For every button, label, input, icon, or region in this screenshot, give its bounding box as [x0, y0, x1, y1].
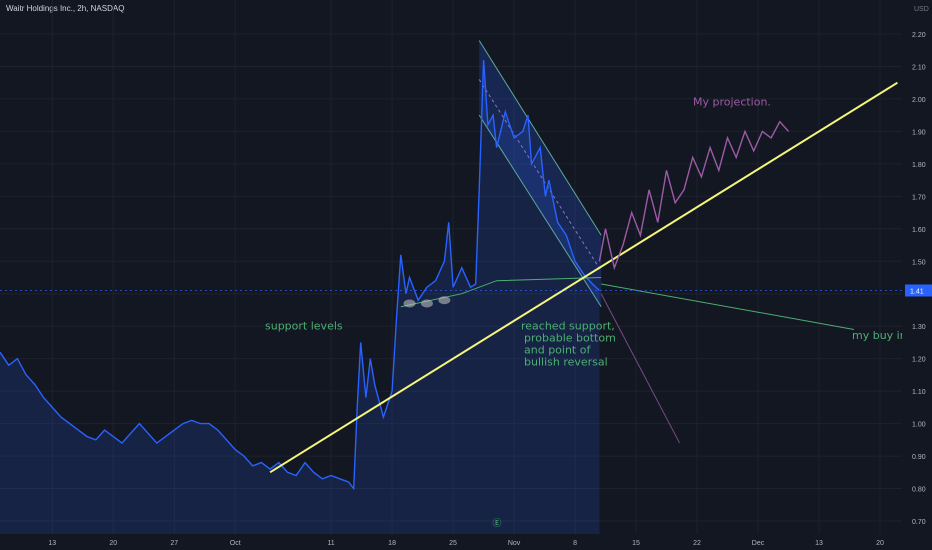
- annotation-reached: probable bottom: [524, 331, 616, 344]
- time-tick-label: Nov: [508, 540, 521, 547]
- time-tick-label: 18: [388, 540, 396, 547]
- downside-line: [600, 293, 681, 444]
- price-tick-label: 1.20: [912, 357, 926, 364]
- time-tick-label: 25: [449, 540, 457, 547]
- price-tick-label: 0.90: [912, 454, 926, 461]
- price-tick-label: 1.00: [912, 422, 926, 429]
- channel-upper-line: [478, 40, 602, 236]
- grid-lines: [0, 0, 902, 534]
- annotation-reached: reached support,: [521, 319, 615, 332]
- price-axis-bg: [902, 0, 932, 550]
- time-tick-label: 15: [632, 540, 640, 547]
- support-marker: [438, 296, 451, 305]
- price-tick-label: 1.90: [912, 129, 926, 136]
- support-line: [400, 277, 602, 308]
- price-tick-label: 1.60: [912, 227, 926, 234]
- price-axis-currency: USD: [914, 6, 929, 13]
- price-tick-label: 1.30: [912, 324, 926, 331]
- trend-line: [269, 81, 898, 474]
- price-tick-label: 1.80: [912, 162, 926, 169]
- price-tick-label: 2.10: [912, 64, 926, 71]
- last-price-tag: [905, 284, 932, 297]
- channel-lower-line: [478, 114, 602, 307]
- time-tick-label: 11: [327, 540, 334, 547]
- price-tick-label: 0.80: [912, 487, 926, 494]
- time-axis-bg: [0, 534, 932, 550]
- support-marker: [403, 299, 416, 308]
- time-tick-label: 20: [109, 540, 117, 547]
- projection-line: [598, 120, 790, 271]
- time-tick-label: 13: [815, 540, 823, 547]
- price-tick-label: 0.70: [912, 519, 926, 526]
- price-tick-label: 1.70: [912, 194, 926, 201]
- support-marker: [420, 299, 433, 308]
- time-tick-label: Dec: [752, 540, 765, 547]
- channel-mid-line: [478, 79, 602, 272]
- time-tick-label: Oct: [230, 540, 241, 547]
- price-tick-label: 2.00: [912, 97, 926, 104]
- time-tick-label: 8: [573, 540, 577, 547]
- annotation-projection: My projection.: [693, 95, 771, 108]
- channel-fill: [479, 40, 602, 307]
- earnings-icon: Ⓔ: [492, 518, 501, 528]
- time-tick-label: 20: [876, 540, 884, 547]
- chart-header: Waitr Holdings Inc., 2h, NASDAQ: [6, 4, 125, 13]
- annotation-support: support levels: [265, 319, 343, 332]
- price-tick-label: 2.20: [912, 32, 926, 39]
- time-tick-label: 13: [48, 540, 56, 547]
- price-area: [0, 60, 600, 534]
- price-tick-label: 1.50: [912, 259, 926, 266]
- last-price-label: 1.41: [910, 288, 924, 295]
- price-tick-label: 1.10: [912, 389, 926, 396]
- annotation-reached: bullish reversal: [524, 355, 608, 368]
- buy-line: [601, 283, 854, 330]
- annotation-reached: and point of: [524, 343, 591, 356]
- price-line: [0, 59, 600, 491]
- time-tick-label: 22: [693, 540, 701, 547]
- time-tick-label: 27: [170, 540, 178, 547]
